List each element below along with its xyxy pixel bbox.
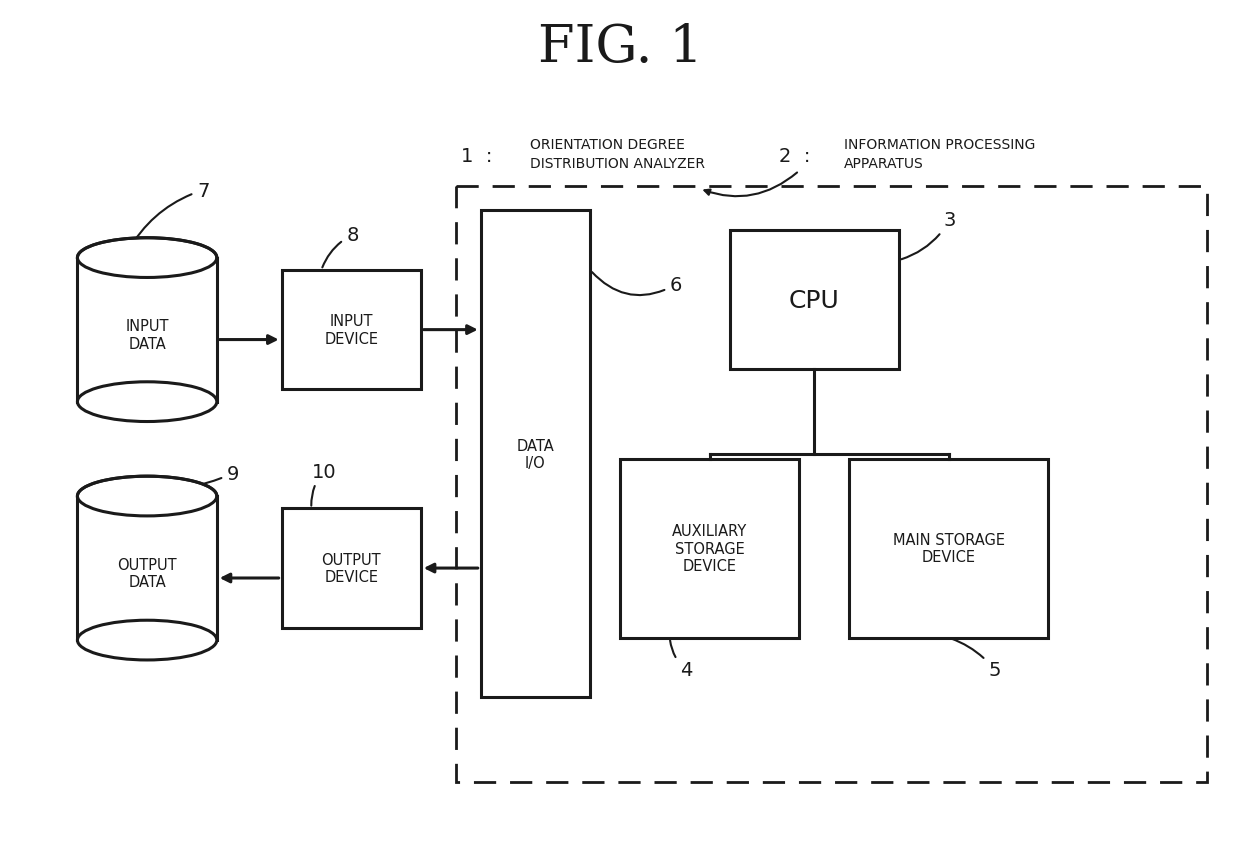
FancyBboxPatch shape: [729, 231, 899, 370]
FancyBboxPatch shape: [77, 258, 217, 402]
Text: ORIENTATION DEGREE: ORIENTATION DEGREE: [531, 138, 686, 152]
Text: INFORMATION PROCESSING: INFORMATION PROCESSING: [844, 138, 1035, 152]
Text: INPUT
DEVICE: INPUT DEVICE: [324, 314, 378, 347]
Text: 7: 7: [129, 181, 210, 251]
Text: CPU: CPU: [789, 289, 839, 313]
Text: DISTRIBUTION ANALYZER: DISTRIBUTION ANALYZER: [531, 157, 706, 170]
Ellipse shape: [77, 476, 217, 516]
FancyBboxPatch shape: [481, 211, 590, 698]
Text: 2  :: 2 :: [779, 147, 811, 166]
FancyBboxPatch shape: [77, 497, 217, 641]
Text: OUTPUT
DATA: OUTPUT DATA: [118, 557, 177, 590]
Text: DATA
I/O: DATA I/O: [517, 438, 554, 470]
Text: INPUT
DATA: INPUT DATA: [125, 319, 169, 351]
Text: 4: 4: [670, 641, 692, 680]
Text: 10: 10: [311, 462, 336, 506]
Text: APPARATUS: APPARATUS: [844, 157, 924, 170]
Text: 9: 9: [160, 464, 239, 492]
Text: OUTPUT
DEVICE: OUTPUT DEVICE: [321, 552, 381, 584]
Ellipse shape: [77, 239, 217, 278]
FancyBboxPatch shape: [281, 509, 420, 628]
Text: AUXILIARY
STORAGE
DEVICE: AUXILIARY STORAGE DEVICE: [672, 524, 748, 573]
FancyBboxPatch shape: [620, 459, 800, 638]
Ellipse shape: [77, 620, 217, 660]
Text: 5: 5: [951, 639, 1001, 680]
Text: 8: 8: [322, 226, 358, 268]
Text: 6: 6: [591, 273, 682, 296]
FancyBboxPatch shape: [281, 271, 420, 389]
Text: 1  :: 1 :: [461, 147, 492, 166]
Text: 3: 3: [901, 211, 956, 260]
FancyBboxPatch shape: [849, 459, 1048, 638]
Text: FIG. 1: FIG. 1: [538, 22, 702, 73]
Ellipse shape: [77, 383, 217, 422]
Text: MAIN STORAGE
DEVICE: MAIN STORAGE DEVICE: [893, 532, 1004, 565]
